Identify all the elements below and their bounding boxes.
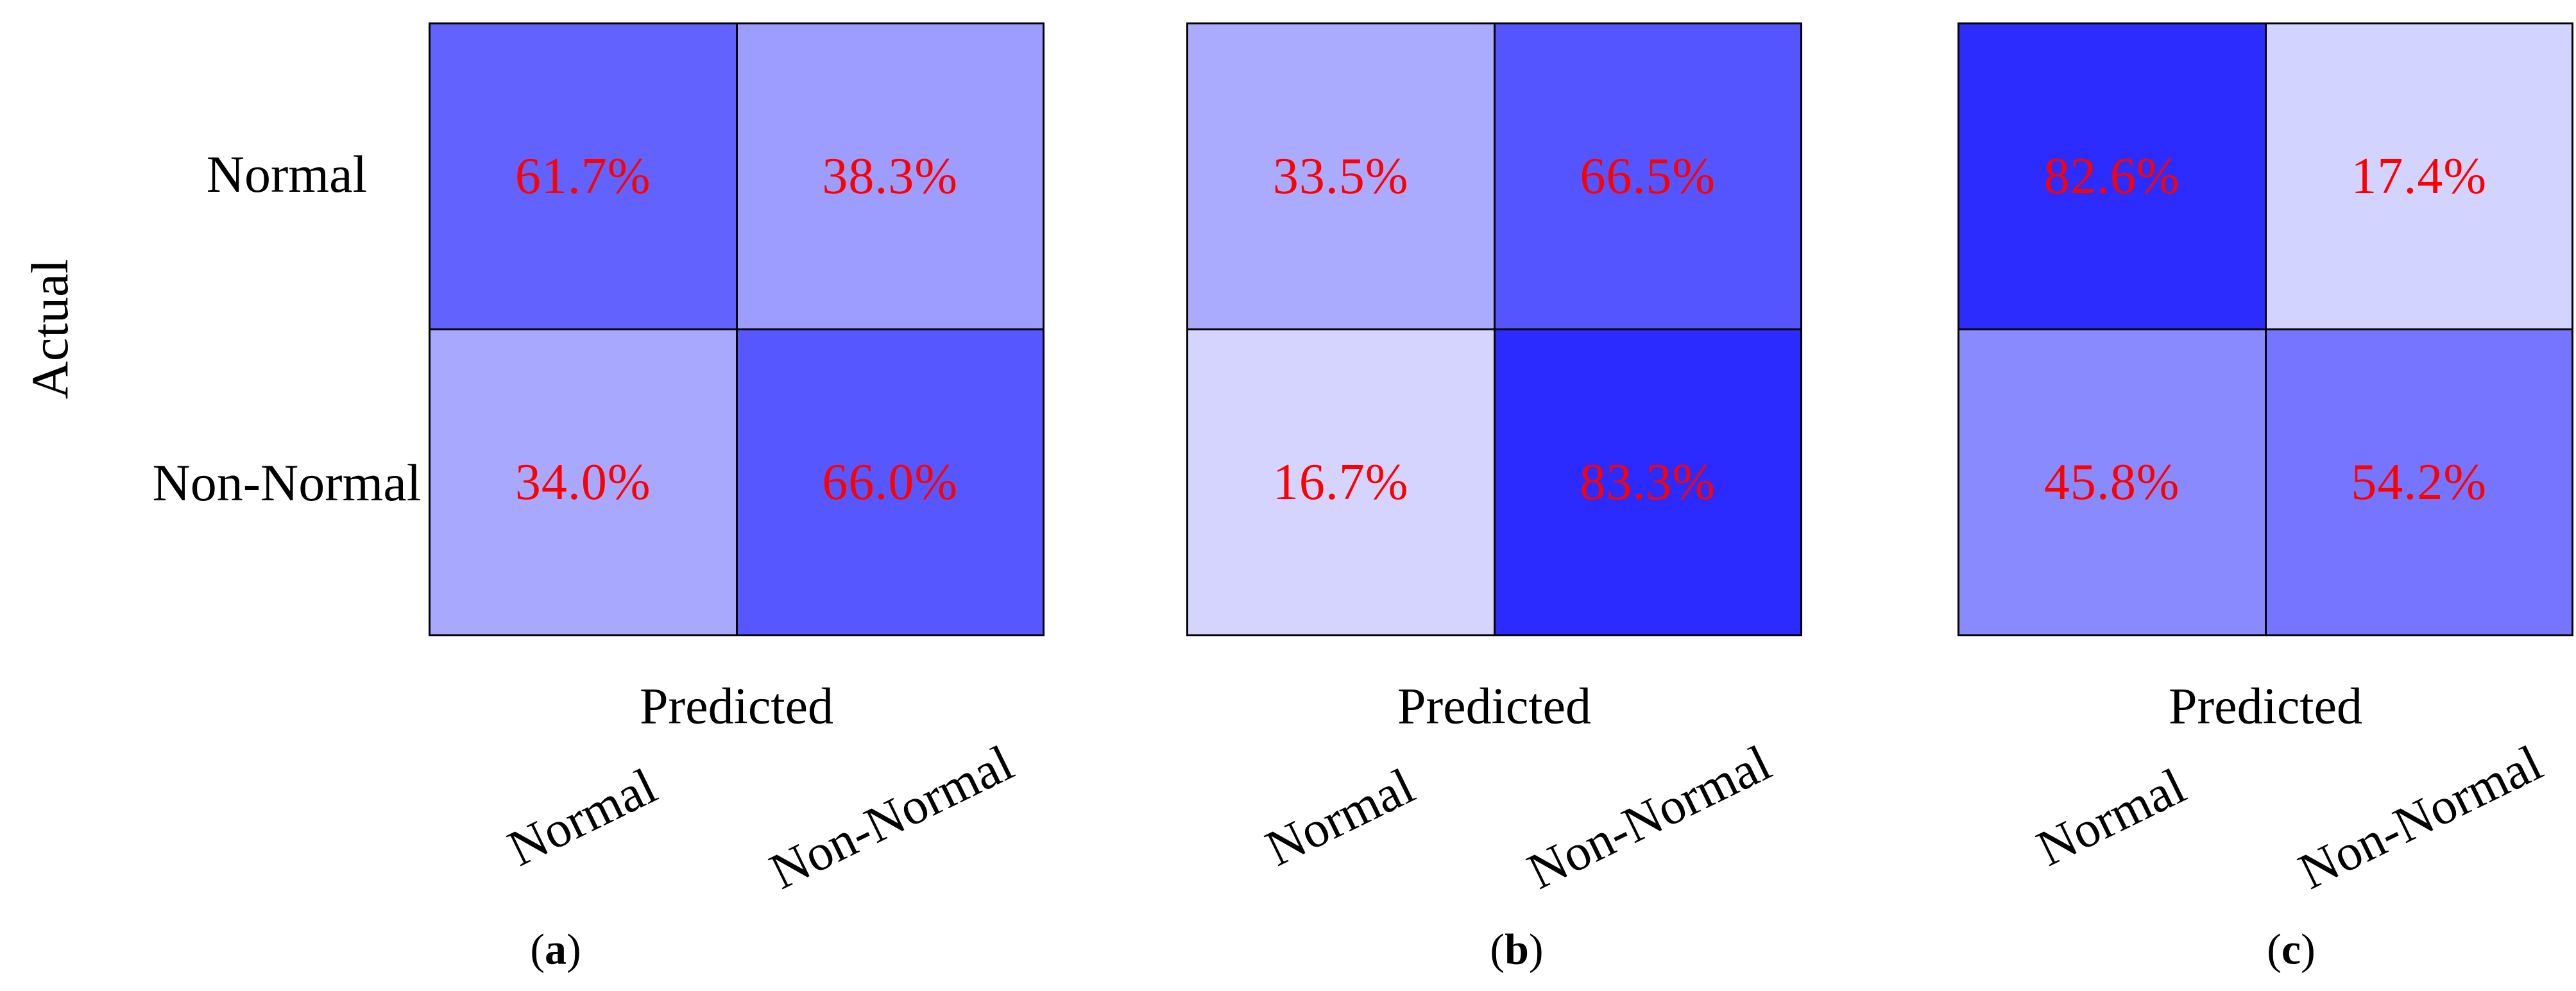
matrix-c-cell-nonnormal-nonnormal: 54.2% — [2266, 330, 2572, 634]
matrix-b-cell-normal-nonnormal: 66.5% — [1495, 24, 1800, 328]
confusion-matrix-a: 61.7% 38.3% 34.0% 66.0% — [429, 22, 1045, 636]
subfigure-c: 82.6% 17.4% 45.8% 54.2% Predicted Normal… — [1958, 0, 2573, 991]
col-tick-label-b-nonnormal: Non-Normal — [1519, 734, 1780, 901]
matrix-b-cell-nonnormal-nonnormal: 83.3% — [1495, 330, 1800, 634]
matrix-a-cell-nonnormal-normal: 34.0% — [431, 330, 736, 634]
caption-paren-close: ) — [567, 924, 581, 974]
caption-letter-a: a — [545, 924, 567, 974]
y-axis-label: Actual — [21, 258, 79, 400]
x-axis-label-c: Predicted — [2168, 678, 2363, 735]
caption-letter-b: b — [1505, 924, 1529, 974]
matrix-a-cell-normal-normal: 61.7% — [431, 24, 736, 328]
subfigure-a: 61.7% 38.3% 34.0% 66.0% Predicted Normal… — [429, 0, 1045, 991]
matrix-a-cell-nonnormal-nonnormal: 66.0% — [737, 330, 1043, 634]
caption-paren-close: ) — [2301, 924, 2316, 974]
subfigure-caption-a: (a) — [530, 924, 581, 975]
matrix-b-cell-normal-normal: 33.5% — [1188, 24, 1494, 328]
col-tick-label-b-normal: Normal — [1257, 758, 1423, 877]
subfigure-caption-b: (b) — [1490, 924, 1543, 975]
subfigure-caption-c: (c) — [2267, 924, 2316, 975]
col-tick-label-a-nonnormal: Non-Normal — [761, 734, 1022, 901]
row-tick-label-normal: Normal — [206, 145, 368, 203]
caption-paren-close: ) — [1528, 924, 1544, 974]
row-tick-label-non-normal: Non-Normal — [152, 453, 422, 512]
x-axis-label-a: Predicted — [639, 678, 834, 735]
matrix-a-cell-normal-nonnormal: 38.3% — [737, 24, 1043, 328]
matrix-b-cell-nonnormal-normal: 16.7% — [1188, 330, 1494, 634]
confusion-matrix-b: 33.5% 66.5% 16.7% 83.3% — [1186, 22, 1802, 636]
caption-paren-open: ( — [2267, 924, 2282, 974]
caption-letter-c: c — [2281, 924, 2301, 974]
caption-paren-open: ( — [530, 924, 545, 974]
col-tick-label-a-normal: Normal — [499, 758, 665, 877]
matrix-c-cell-nonnormal-normal: 45.8% — [1959, 330, 2265, 634]
subfigure-b: 33.5% 66.5% 16.7% 83.3% Predicted Normal… — [1186, 0, 1802, 991]
col-tick-label-c-nonnormal: Non-Normal — [2290, 734, 2551, 901]
x-axis-label-b: Predicted — [1397, 678, 1592, 735]
matrix-c-cell-normal-nonnormal: 17.4% — [2266, 24, 2572, 328]
col-tick-label-c-normal: Normal — [2028, 758, 2194, 877]
caption-paren-open: ( — [1490, 924, 1505, 974]
matrix-c-cell-normal-normal: 82.6% — [1959, 24, 2265, 328]
confusion-matrix-c: 82.6% 17.4% 45.8% 54.2% — [1958, 22, 2573, 636]
